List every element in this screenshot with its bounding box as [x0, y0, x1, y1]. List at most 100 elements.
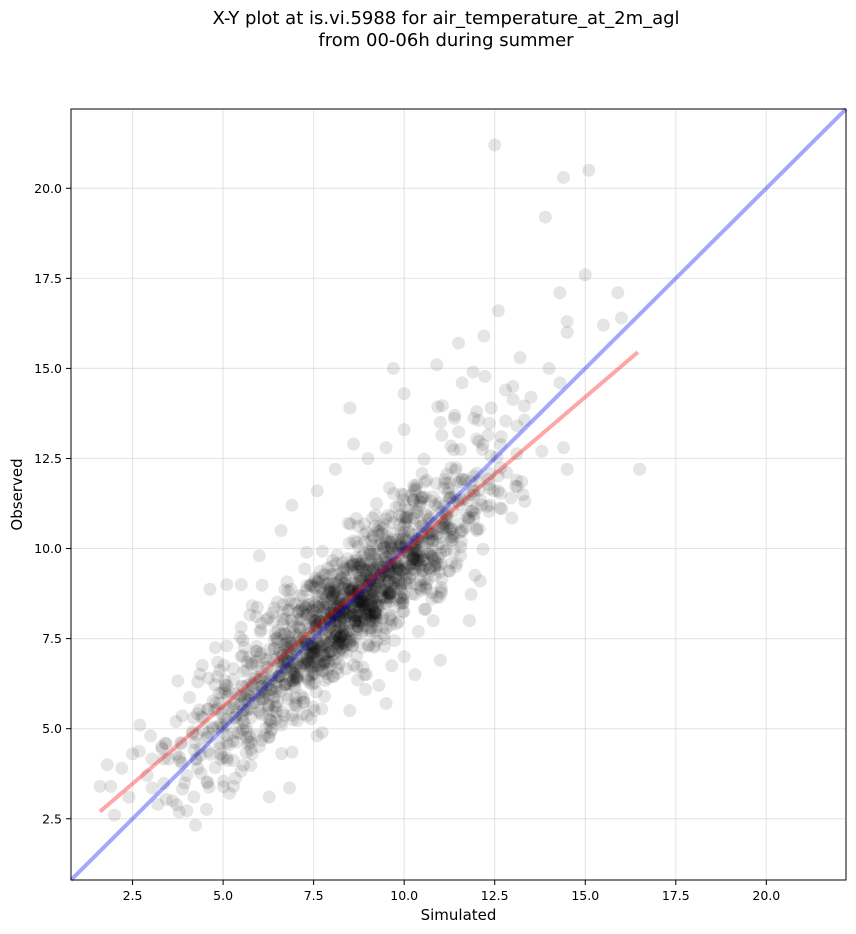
data-point	[261, 611, 275, 625]
data-point	[377, 632, 391, 646]
data-point	[483, 498, 497, 512]
data-point	[273, 646, 287, 660]
data-point	[481, 472, 495, 486]
data-point	[466, 504, 480, 518]
data-point	[262, 730, 276, 744]
data-point	[374, 580, 388, 594]
data-point	[324, 606, 338, 620]
data-point	[263, 718, 277, 732]
data-point	[274, 661, 288, 675]
data-point	[347, 558, 361, 572]
data-point	[334, 612, 348, 626]
data-point	[214, 752, 228, 766]
data-point	[336, 609, 350, 623]
data-point	[330, 591, 344, 605]
data-point	[345, 600, 359, 614]
data-point	[337, 644, 351, 658]
data-point	[345, 555, 359, 569]
data-point	[316, 638, 330, 652]
data-point	[157, 777, 171, 791]
data-point	[338, 606, 352, 620]
data-point	[388, 546, 402, 560]
data-point	[280, 676, 294, 690]
data-point	[391, 574, 405, 588]
data-point	[269, 675, 283, 689]
data-point	[313, 564, 327, 578]
data-point	[293, 623, 307, 637]
data-point	[394, 590, 408, 604]
data-point	[412, 546, 426, 560]
data-point	[381, 590, 395, 604]
data-point	[371, 562, 385, 576]
data-point	[467, 484, 481, 498]
data-point	[439, 517, 453, 531]
data-point	[331, 600, 345, 614]
data-point	[611, 286, 625, 300]
data-point	[435, 572, 449, 586]
data-point	[286, 674, 300, 688]
data-point	[326, 554, 340, 568]
data-point	[461, 511, 475, 525]
data-point	[385, 510, 399, 524]
data-point	[318, 568, 332, 582]
data-point	[325, 615, 339, 629]
data-point	[403, 571, 417, 585]
data-point	[223, 685, 237, 699]
data-point	[306, 609, 320, 623]
data-point	[456, 524, 470, 538]
data-point	[409, 553, 423, 567]
data-point	[219, 712, 233, 726]
data-point	[256, 692, 270, 706]
data-point	[384, 585, 398, 599]
data-point	[426, 549, 440, 563]
data-point	[333, 636, 347, 650]
data-point	[316, 598, 330, 612]
data-point	[283, 781, 297, 795]
data-point	[285, 648, 299, 662]
data-point	[339, 662, 353, 676]
data-point	[454, 535, 468, 549]
data-point	[180, 769, 194, 783]
data-point	[332, 638, 346, 652]
data-point	[296, 641, 310, 655]
data-point	[257, 691, 271, 705]
data-point	[357, 574, 371, 588]
data-point	[214, 747, 228, 761]
data-point	[362, 562, 376, 576]
data-point	[330, 548, 344, 562]
data-point	[358, 612, 372, 626]
data-point	[227, 726, 241, 740]
data-point	[289, 660, 303, 674]
data-point	[276, 705, 290, 719]
data-point	[339, 633, 353, 647]
data-point	[408, 552, 422, 566]
data-point	[326, 609, 340, 623]
data-point	[235, 679, 249, 693]
data-point	[335, 589, 349, 603]
data-point	[165, 794, 179, 808]
data-point	[411, 625, 425, 639]
data-point	[276, 606, 290, 620]
data-point	[354, 614, 368, 628]
data-point	[431, 500, 445, 514]
data-point	[322, 614, 336, 628]
data-point	[431, 527, 445, 541]
data-point	[227, 711, 241, 725]
data-point	[370, 620, 384, 634]
data-point	[290, 656, 304, 670]
data-point	[379, 512, 393, 526]
data-point	[337, 628, 351, 642]
data-point	[346, 582, 360, 596]
data-point	[271, 658, 285, 672]
data-point	[226, 754, 240, 768]
data-point	[308, 642, 322, 656]
data-point	[363, 545, 377, 559]
data-point	[406, 492, 420, 506]
data-point	[355, 641, 369, 655]
data-point	[397, 488, 411, 502]
data-point	[318, 689, 332, 703]
data-point	[394, 577, 408, 591]
data-point	[358, 535, 372, 549]
data-point	[341, 606, 355, 620]
data-point	[334, 642, 348, 656]
